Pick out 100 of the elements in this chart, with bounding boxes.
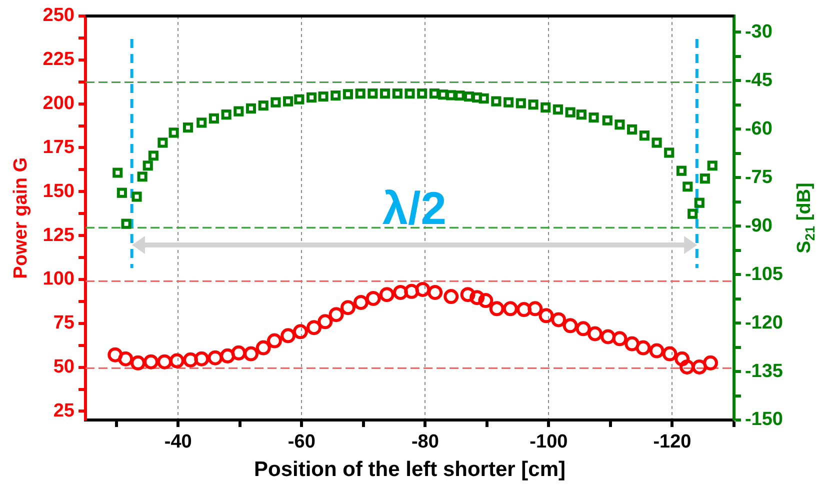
point bbox=[355, 88, 366, 99]
point bbox=[516, 98, 526, 108]
point bbox=[392, 88, 402, 99]
point bbox=[379, 287, 394, 302]
point bbox=[652, 138, 662, 148]
point bbox=[256, 340, 271, 356]
x-tick-label: -100 bbox=[530, 432, 568, 453]
point bbox=[694, 198, 704, 208]
point bbox=[142, 160, 153, 171]
y-tick-label: 25 bbox=[53, 400, 75, 422]
point bbox=[118, 351, 134, 366]
point bbox=[674, 351, 690, 366]
x-tick-label: -40 bbox=[164, 432, 192, 453]
y-tick-label: 75 bbox=[53, 312, 75, 334]
point bbox=[662, 346, 678, 362]
point bbox=[639, 130, 650, 141]
y-tick-label: 125 bbox=[42, 224, 75, 246]
point bbox=[220, 348, 236, 364]
point bbox=[404, 88, 415, 99]
y-tick-label: 250 bbox=[42, 5, 74, 26]
annotation: λ/2 bbox=[382, 182, 446, 234]
point bbox=[137, 172, 148, 182]
point bbox=[342, 89, 354, 100]
point bbox=[438, 90, 448, 100]
y-axis-title: Power gain G bbox=[10, 157, 32, 279]
point bbox=[700, 174, 710, 184]
point bbox=[121, 218, 132, 229]
point bbox=[688, 208, 698, 219]
point bbox=[353, 294, 368, 310]
point bbox=[292, 324, 308, 340]
point bbox=[130, 355, 146, 370]
point bbox=[258, 100, 268, 111]
y-tick-label: 225 bbox=[42, 49, 75, 70]
point bbox=[444, 289, 459, 304]
y2-tick-label: -105 bbox=[744, 264, 784, 285]
point bbox=[538, 308, 554, 324]
point bbox=[429, 88, 440, 99]
point bbox=[612, 331, 628, 346]
y-tick-label: 150 bbox=[42, 180, 74, 202]
point bbox=[491, 96, 502, 106]
point bbox=[502, 301, 518, 316]
point bbox=[489, 301, 504, 316]
y2-tick-label: -90 bbox=[744, 215, 772, 236]
point bbox=[516, 302, 532, 318]
point bbox=[294, 94, 304, 104]
point bbox=[454, 90, 465, 101]
point bbox=[664, 148, 674, 158]
y-tick-label: 200 bbox=[42, 93, 74, 114]
point bbox=[565, 107, 576, 118]
point bbox=[328, 307, 344, 322]
point bbox=[588, 112, 599, 123]
point bbox=[116, 188, 127, 198]
point bbox=[464, 91, 474, 102]
y2-tick-label: -30 bbox=[744, 21, 772, 42]
point bbox=[196, 118, 207, 128]
point bbox=[330, 90, 341, 101]
point bbox=[478, 293, 494, 308]
point bbox=[552, 104, 563, 114]
point bbox=[478, 93, 489, 104]
x-axis-title: Position of the left shorter [cm] bbox=[254, 458, 566, 482]
point bbox=[108, 347, 123, 362]
point bbox=[551, 312, 566, 328]
point bbox=[148, 150, 158, 161]
point bbox=[404, 284, 420, 299]
point bbox=[428, 284, 443, 300]
y2-tick-label: -45 bbox=[744, 70, 773, 91]
point bbox=[182, 122, 194, 133]
point bbox=[143, 354, 158, 370]
y2-tick-label: -75 bbox=[744, 166, 773, 188]
y2-tick-label: -60 bbox=[744, 118, 772, 140]
point bbox=[624, 336, 640, 352]
point bbox=[682, 182, 693, 192]
point bbox=[182, 352, 198, 368]
y2-tick-label: -135 bbox=[744, 360, 784, 382]
point bbox=[415, 282, 430, 297]
point bbox=[340, 300, 356, 316]
point bbox=[208, 113, 219, 124]
point bbox=[234, 106, 244, 116]
point bbox=[470, 290, 485, 306]
point bbox=[600, 329, 616, 344]
point bbox=[636, 340, 651, 356]
point bbox=[380, 88, 390, 99]
point bbox=[588, 326, 603, 342]
point bbox=[208, 350, 223, 366]
point bbox=[576, 321, 591, 336]
point bbox=[540, 102, 551, 112]
point bbox=[280, 328, 296, 344]
y2-tick-label: -120 bbox=[744, 312, 784, 334]
point bbox=[576, 110, 586, 120]
point bbox=[602, 115, 612, 126]
point bbox=[528, 100, 538, 110]
y-tick-label: 175 bbox=[42, 136, 75, 158]
point bbox=[392, 284, 408, 300]
point bbox=[614, 120, 625, 130]
point bbox=[680, 359, 695, 374]
y-tick-label: 100 bbox=[42, 268, 74, 290]
point bbox=[306, 320, 322, 336]
point bbox=[417, 88, 428, 99]
point bbox=[132, 192, 142, 202]
point bbox=[627, 124, 638, 134]
